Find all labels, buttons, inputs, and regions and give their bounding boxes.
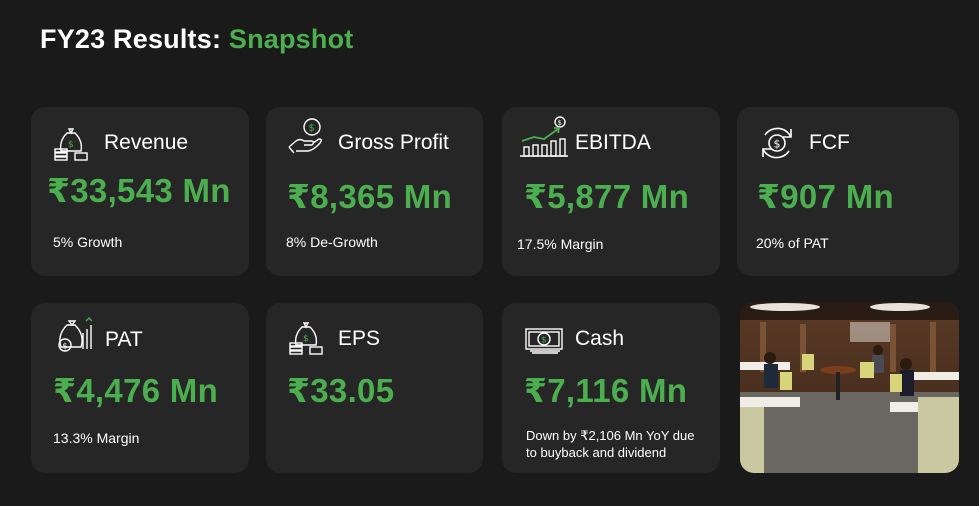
card-subtext: 13.3% Margin — [53, 430, 140, 446]
page-title-accent: Snapshot — [228, 24, 354, 54]
card-gross-profit: $ Gross Profit ₹8,365 Mn 8% De-Growth — [266, 107, 483, 276]
card-label: Revenue — [104, 131, 189, 154]
office-photo-icon — [740, 302, 959, 473]
svg-text:$: $ — [68, 140, 74, 150]
hand-coin-icon: $ — [286, 117, 326, 157]
page-title-prefix: FY23 Results: — [40, 24, 222, 54]
card-revenue: $ Revenue ₹33,543 Mn 5% Growth — [31, 107, 249, 276]
card-label: Cash — [575, 327, 625, 350]
card-subtext-line2: to buyback and dividend — [526, 445, 667, 460]
money-bag-icon: $ — [51, 123, 91, 163]
card-value: ₹907 Mn — [757, 178, 894, 215]
card-label: EBITDA — [575, 131, 651, 154]
card-cash: $ Cash ₹7,116 Mn Down by ₹2,106 Mn YoY d… — [502, 303, 720, 473]
svg-text:$: $ — [541, 336, 547, 346]
svg-text:$: $ — [774, 138, 781, 151]
card-value: ₹33,543 Mn — [47, 172, 231, 209]
money-bag-icon: $ — [286, 317, 326, 357]
card-value: ₹8,365 Mn — [287, 178, 453, 215]
svg-text:$: $ — [558, 119, 562, 127]
card-label: PAT — [105, 328, 143, 351]
svg-text:$: $ — [303, 334, 309, 344]
card-eps: $ EPS ₹33.05 — [266, 303, 483, 473]
card-label: Gross Profit — [338, 131, 449, 154]
card-value: ₹5,877 Mn — [524, 178, 690, 215]
card-subtext: 5% Growth — [53, 234, 123, 250]
card-ebitda: $ EBITDA ₹5,877 Mn 17.5% Margin — [502, 107, 720, 276]
svg-text:$: $ — [63, 342, 68, 351]
card-fcf: $ FCF ₹907 Mn 20% of PAT — [737, 107, 959, 276]
card-pat: $ PAT ₹4,476 Mn 13.3% Margin — [31, 303, 249, 473]
card-subtext: 20% of PAT — [756, 235, 829, 251]
card-subtext-line1: Down by ₹2,106 Mn YoY due — [526, 428, 695, 443]
card-label: EPS — [338, 327, 381, 350]
card-subtext: 8% De-Growth — [286, 234, 378, 250]
cash-cycle-icon: $ — [757, 123, 797, 163]
profit-bag-icon: $ — [53, 315, 93, 355]
card-value: ₹4,476 Mn — [53, 372, 219, 409]
card-value: ₹7,116 Mn — [524, 372, 688, 409]
growth-chart-icon: $ — [518, 115, 570, 159]
card-subtext: 17.5% Margin — [517, 236, 604, 252]
svg-text:$: $ — [309, 123, 315, 134]
card-value: ₹33.05 — [287, 372, 395, 409]
card-label: FCF — [809, 131, 850, 154]
page-title: FY23 Results: Snapshot — [40, 24, 353, 55]
banknote-icon: $ — [524, 319, 564, 359]
